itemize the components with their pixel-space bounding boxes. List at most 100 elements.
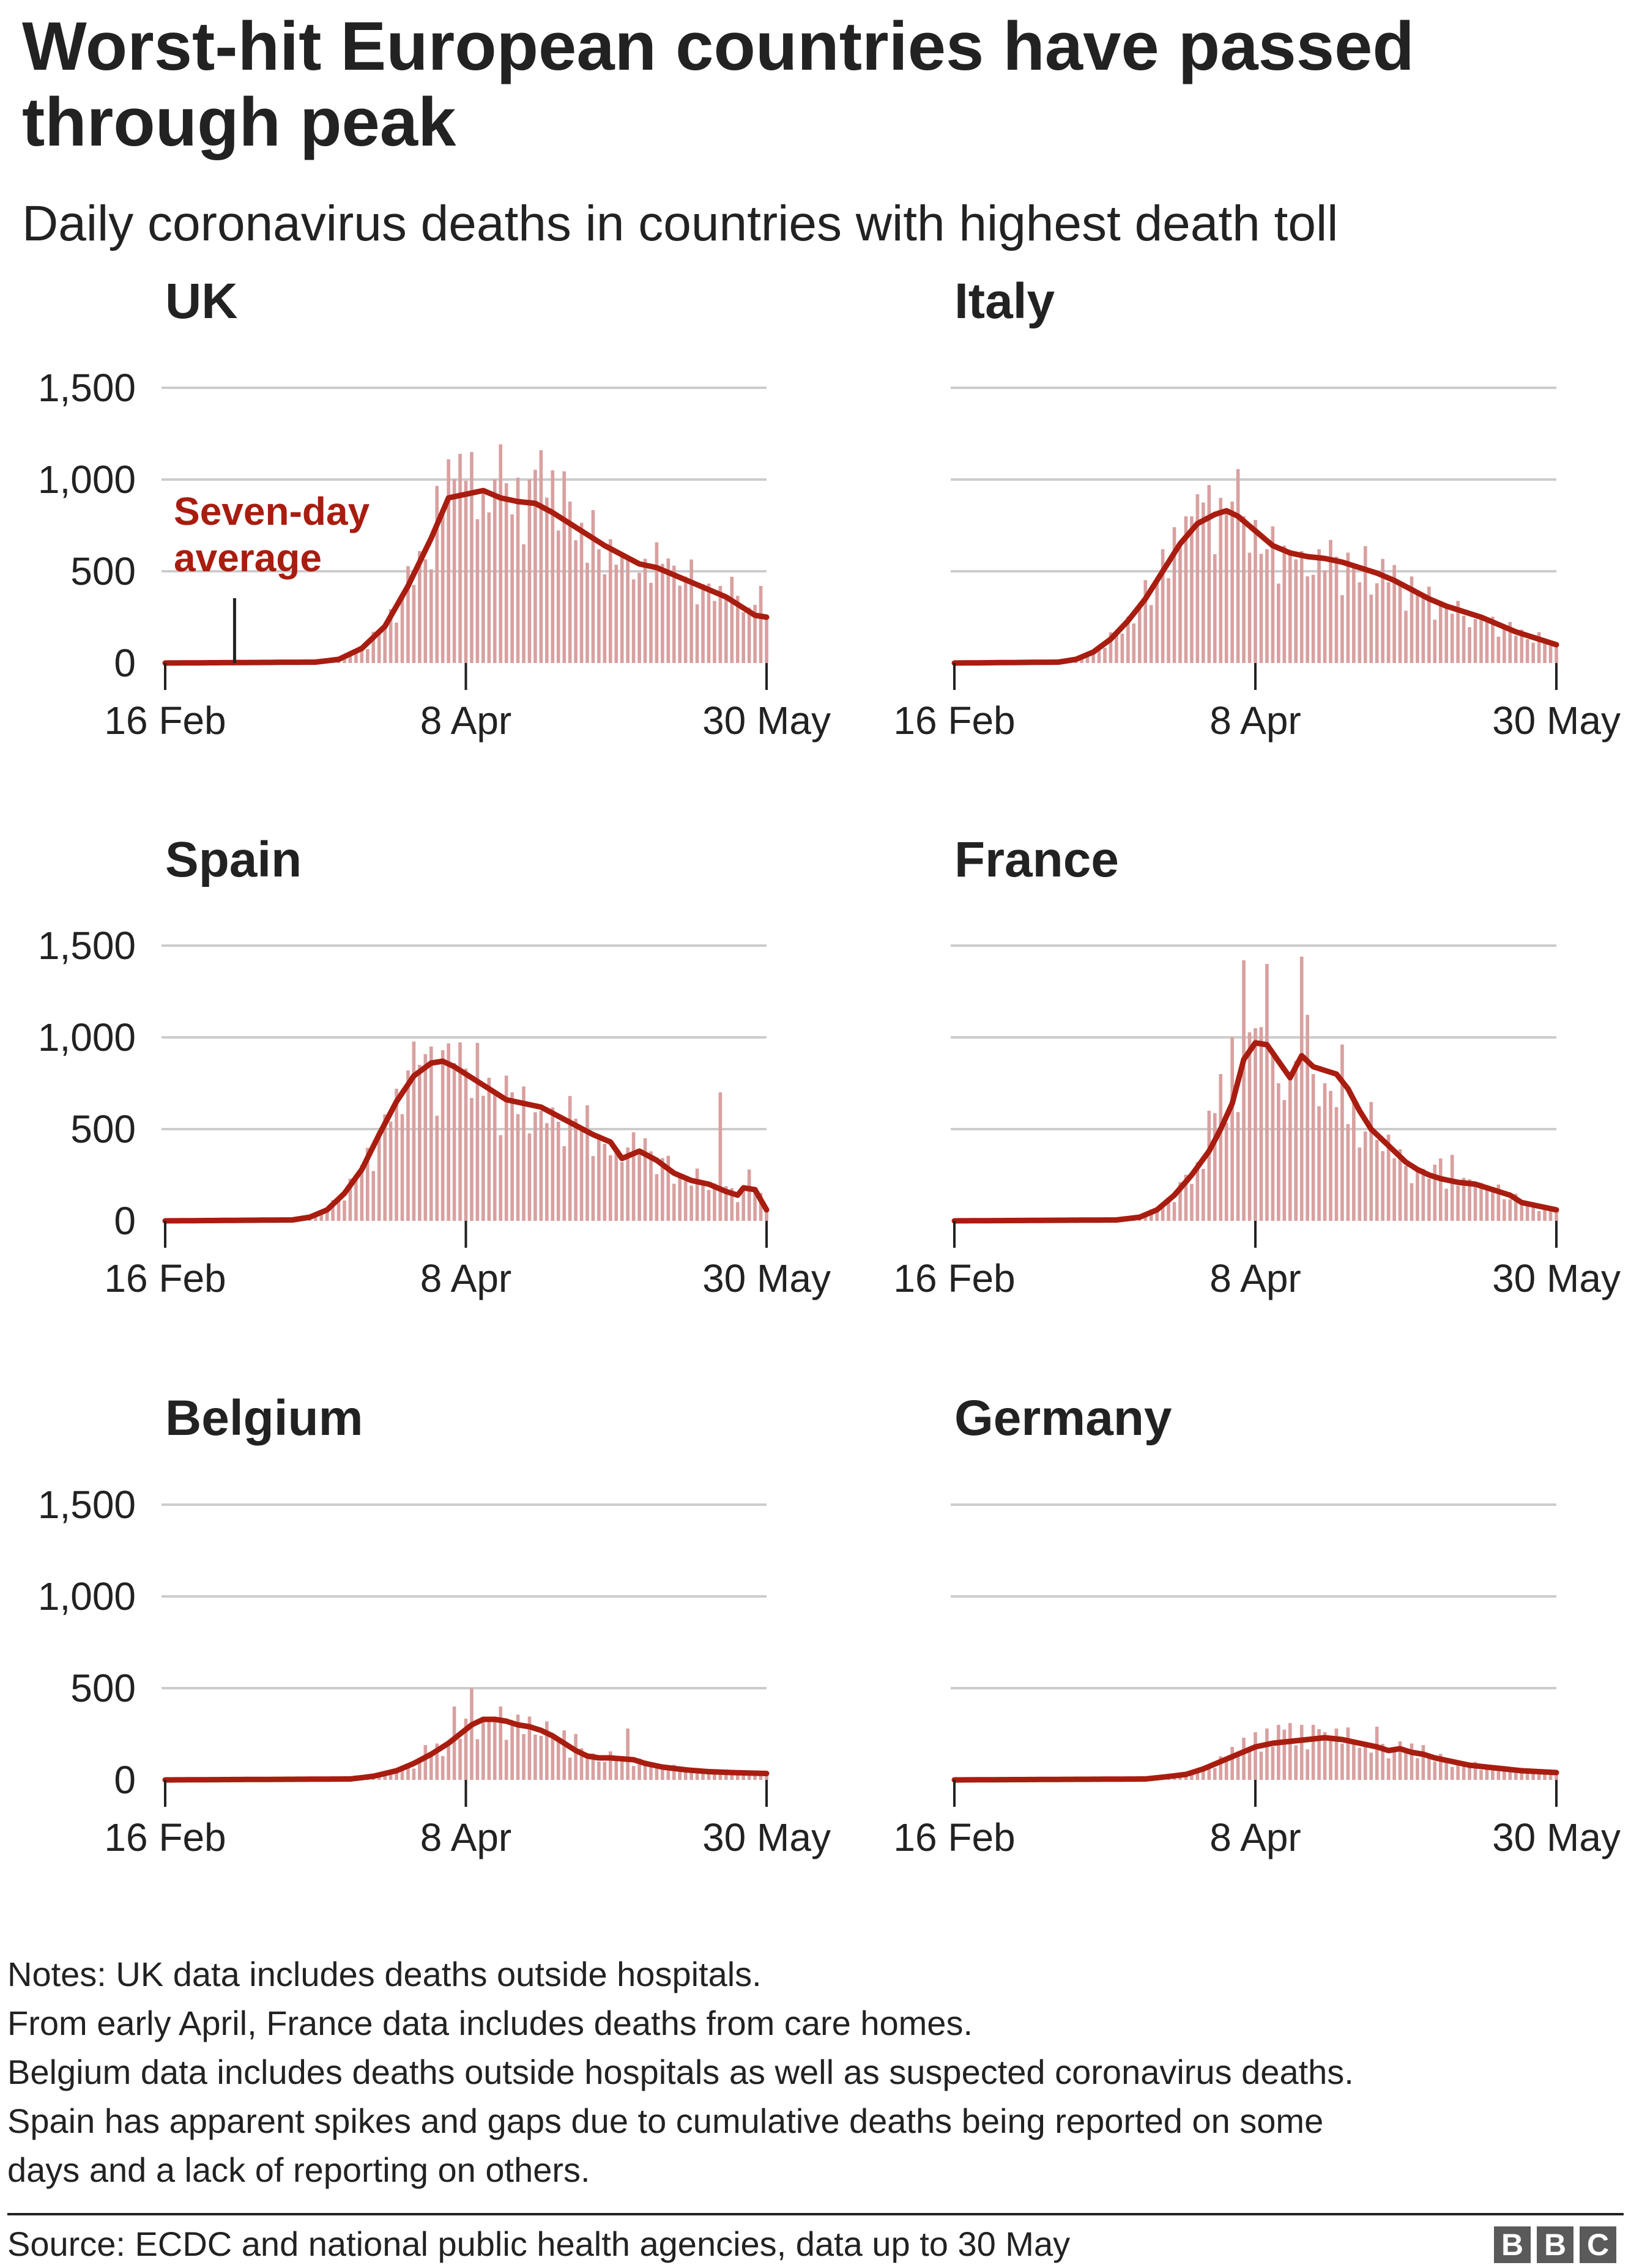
daily-bar: [1352, 1103, 1356, 1221]
daily-bar: [1097, 648, 1101, 663]
daily-bar: [522, 1086, 526, 1221]
daily-bar: [348, 1179, 352, 1221]
daily-bar: [1109, 632, 1113, 663]
daily-bar: [1167, 1199, 1170, 1221]
daily-bar: [603, 574, 607, 663]
daily-bar: [1317, 1729, 1321, 1780]
daily-bar: [1282, 546, 1287, 663]
daily-bar: [1462, 1765, 1466, 1780]
daily-bar: [1340, 1743, 1344, 1780]
daily-bar: [1155, 1210, 1159, 1221]
daily-bar: [1103, 648, 1107, 663]
daily-bar: [643, 1760, 647, 1780]
daily-bar: [713, 1773, 716, 1780]
daily-bar: [1115, 631, 1118, 663]
daily-bar: [1479, 1770, 1483, 1780]
daily-bar: [718, 1092, 723, 1221]
daily-bar: [551, 470, 555, 663]
daily-bar: [1254, 1028, 1257, 1221]
panel-uk: UK 0 500 1,000 1,500 16 Feb 8 Apr 30 May Seven-d…: [38, 273, 831, 743]
daily-bar: [568, 1095, 572, 1221]
x-tick-label: 16 Feb: [104, 1815, 226, 1859]
daily-bar: [1392, 1747, 1396, 1780]
daily-bar: [1375, 1727, 1379, 1780]
daily-bar: [464, 481, 468, 663]
bbc-logo-letter: B: [1494, 2226, 1531, 2263]
daily-bar: [672, 1765, 676, 1780]
x-tick-label: 16 Feb: [104, 699, 226, 743]
daily-bar: [631, 1132, 636, 1221]
daily-bar: [1259, 1751, 1263, 1780]
panel-title: Italy: [954, 273, 1055, 329]
daily-bar: [1421, 1745, 1425, 1780]
daily-bar: [1213, 1113, 1217, 1221]
daily-bar: [348, 654, 352, 663]
daily-bar: [1224, 512, 1228, 663]
daily-bar: [1277, 1083, 1280, 1221]
annotation-label: average: [174, 536, 322, 580]
daily-bar: [1503, 1766, 1506, 1780]
daily-bar: [1548, 1772, 1553, 1780]
note-line: Belgium data includes deaths outside hos…: [7, 2053, 1354, 2091]
x-tick-label: 30 May: [702, 1256, 831, 1300]
daily-bar: [1178, 1182, 1182, 1221]
daily-bar: [568, 502, 572, 663]
daily-bar: [475, 1739, 480, 1780]
bbc-logo-letter: C: [1580, 2226, 1616, 2263]
daily-bar: [1213, 554, 1217, 663]
panel-title: France: [954, 832, 1119, 888]
daily-bar: [551, 1736, 555, 1780]
daily-bar: [1161, 1206, 1165, 1221]
daily-bar: [701, 1185, 705, 1221]
daily-bar: [325, 1210, 329, 1221]
daily-bar: [1195, 494, 1200, 663]
daily-bar: [1340, 1044, 1344, 1221]
daily-bar: [354, 1180, 358, 1221]
daily-bar: [1306, 576, 1309, 663]
daily-bar: [649, 1151, 653, 1221]
daily-bar: [655, 1174, 659, 1221]
daily-bar: [608, 1155, 612, 1221]
x-tick-label: 16 Feb: [893, 699, 1015, 743]
daily-bar: [1167, 578, 1170, 663]
daily-bar: [574, 540, 578, 663]
daily-bar: [1126, 617, 1130, 663]
daily-bar: [649, 582, 653, 663]
y-tick-label: 1,500: [38, 366, 136, 410]
x-tick-label: 8 Apr: [420, 1815, 511, 1859]
daily-bar: [1311, 1074, 1315, 1221]
daily-bar: [1085, 656, 1090, 663]
daily-bar: [1450, 1155, 1454, 1221]
daily-bar: [1543, 1774, 1547, 1780]
daily-bar: [1254, 1732, 1257, 1780]
daily-bar: [1323, 1732, 1327, 1780]
daily-bar: [1398, 584, 1402, 663]
daily-bar: [343, 1200, 346, 1221]
daily-bar: [1155, 580, 1159, 663]
daily-bar: [1520, 1204, 1524, 1221]
daily-bar: [585, 1758, 589, 1780]
daily-bar: [741, 612, 746, 663]
daily-bar: [1555, 1771, 1558, 1780]
daily-bar: [655, 1763, 659, 1780]
daily-bar: [741, 1185, 746, 1221]
daily-bar: [707, 584, 711, 663]
daily-bar: [377, 630, 381, 663]
daily-bar: [741, 1774, 746, 1780]
daily-bar: [631, 579, 636, 663]
daily-bar: [1230, 1037, 1234, 1221]
daily-bar: [1410, 1743, 1414, 1780]
daily-bar: [1282, 1100, 1287, 1221]
daily-bar: [545, 497, 549, 663]
daily-bar: [1143, 580, 1148, 663]
daily-bar: [481, 1095, 485, 1221]
daily-bar: [1548, 643, 1553, 663]
note-line: From early April, France data includes d…: [7, 2004, 973, 2042]
note-line: Notes: UK data includes deaths outside h…: [7, 1955, 762, 1993]
daily-bar: [1508, 621, 1512, 663]
daily-bar: [464, 1718, 468, 1780]
daily-bar: [620, 557, 624, 663]
daily-bar: [504, 483, 508, 663]
daily-bar: [1242, 516, 1246, 663]
daily-bar: [1473, 1762, 1477, 1780]
